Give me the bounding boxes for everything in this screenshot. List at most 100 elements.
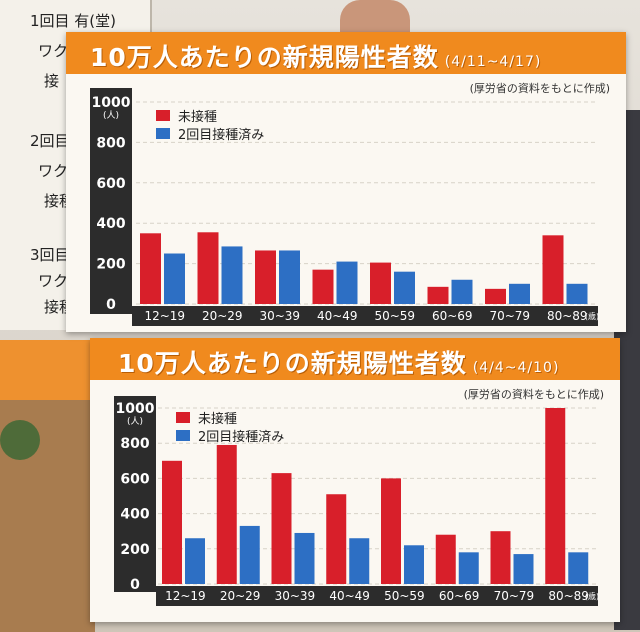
x-tick-label: 60~69 bbox=[432, 309, 473, 323]
x-tick-label: 40~49 bbox=[329, 589, 370, 603]
y-tick-label: 600 bbox=[96, 176, 125, 192]
panel-title-text: 10万人あたりの新規陽性者数 bbox=[90, 43, 439, 72]
y-tick-label: 0 bbox=[106, 297, 116, 313]
y-tick-label: 1000 bbox=[116, 401, 155, 417]
legend-label: 未接種 bbox=[198, 411, 238, 427]
bar-unvaccinated bbox=[271, 473, 292, 584]
y-tick-label: 1000 bbox=[92, 95, 131, 111]
panel-date-range: (4/4~4/10) bbox=[472, 360, 560, 376]
bar-unvaccinated bbox=[435, 534, 456, 584]
bar-vaccinated bbox=[404, 545, 424, 584]
bar-vaccinated bbox=[185, 538, 205, 584]
board-text: ワク bbox=[38, 272, 69, 290]
bar-vaccinated bbox=[279, 250, 300, 304]
panel-date-range: (4/11~4/17) bbox=[444, 54, 542, 70]
y-tick-label: 200 bbox=[120, 542, 149, 558]
y-tick-label: 800 bbox=[96, 135, 125, 151]
y-tick-label: 400 bbox=[120, 507, 149, 523]
x-tick-label: 50~59 bbox=[384, 589, 425, 603]
x-tick-label: 12~19 bbox=[165, 589, 206, 603]
bar-vaccinated bbox=[349, 538, 370, 584]
y-tick-label: 400 bbox=[96, 216, 125, 232]
bar-vaccinated bbox=[294, 532, 315, 584]
bar-vaccinated bbox=[509, 283, 530, 304]
bar-vaccinated bbox=[568, 552, 589, 584]
panel-source-note: (厚労省の資料をもとに作成) bbox=[469, 82, 610, 95]
y-axis-strip bbox=[90, 88, 132, 314]
y-axis-strip bbox=[114, 396, 156, 592]
board-text: 接 bbox=[44, 72, 60, 90]
legend-label: 2回目接種済み bbox=[198, 429, 285, 445]
y-tick-label: 200 bbox=[96, 257, 125, 273]
legend-swatch-red bbox=[156, 109, 170, 121]
panel-source-note: (厚労省の資料をもとに作成) bbox=[463, 388, 604, 401]
bar-unvaccinated bbox=[312, 269, 334, 304]
bar-unvaccinated bbox=[326, 494, 347, 584]
y-tick-label: 600 bbox=[120, 471, 149, 487]
bar-vaccinated bbox=[458, 552, 479, 584]
x-tick-label: 70~79 bbox=[489, 309, 530, 323]
y-tick-label: 800 bbox=[120, 436, 149, 452]
board-text: 1回目 有(堂) bbox=[30, 12, 117, 30]
bar-chart: 0 200 400 600 800 1000(人) 12~19 20~29 30~39 40~49… bbox=[116, 401, 600, 603]
x-tick-label: 60~69 bbox=[439, 589, 480, 603]
legend-swatch-red bbox=[176, 411, 190, 423]
chart-panel-week-0411: 10万人あたりの新規陽性者数 (4/11~4/17) (厚労省の資料をもとに作成)… bbox=[66, 32, 626, 332]
legend-item-vaccinated: 2回目接種済み bbox=[176, 426, 285, 445]
bar-vaccinated bbox=[394, 271, 415, 304]
x-tick-label: 70~79 bbox=[494, 589, 535, 603]
bar-unvaccinated bbox=[381, 478, 401, 584]
bar-unvaccinated bbox=[427, 286, 449, 304]
y-unit-label: (人) bbox=[103, 110, 119, 121]
legend-label: 未接種 bbox=[178, 109, 218, 125]
chart-legend: 未接種 2回目接種済み bbox=[176, 408, 285, 445]
panel-title: 10万人あたりの新規陽性者数 (4/4~4/10) bbox=[118, 344, 559, 380]
bar-unvaccinated bbox=[197, 232, 219, 304]
bar-unvaccinated bbox=[162, 460, 182, 584]
x-tick-label: 80~89 bbox=[547, 309, 588, 323]
panel-title: 10万人あたりの新規陽性者数 (4/11~4/17) bbox=[90, 38, 541, 74]
legend-label: 2回目接種済み bbox=[178, 127, 265, 143]
x-axis-strip bbox=[132, 306, 598, 326]
x-axis-strip bbox=[156, 586, 598, 606]
bar-unvaccinated bbox=[255, 250, 276, 304]
x-tick-label: 50~59 bbox=[374, 309, 415, 323]
bar-unvaccinated bbox=[216, 444, 237, 584]
x-tick-label: 20~29 bbox=[202, 309, 243, 323]
x-tick-label: 80~89 bbox=[548, 589, 589, 603]
panel-header: 10万人あたりの新規陽性者数 (4/4~4/10) bbox=[90, 338, 620, 380]
bar-vaccinated bbox=[451, 279, 473, 304]
x-unit-label: (歳) bbox=[585, 591, 599, 601]
board-text: ワク bbox=[38, 42, 69, 60]
y-unit-label: (人) bbox=[127, 416, 143, 427]
bar-vaccinated bbox=[513, 554, 534, 584]
bar-vaccinated bbox=[336, 261, 358, 304]
bar-vaccinated bbox=[164, 253, 185, 304]
bar-unvaccinated bbox=[140, 233, 161, 304]
panel-title-text: 10万人あたりの新規陽性者数 bbox=[118, 349, 467, 378]
presenter-hand bbox=[340, 0, 410, 34]
x-tick-label: 12~19 bbox=[144, 309, 185, 323]
board-text: 3回目 bbox=[30, 246, 70, 264]
x-tick-label: 30~39 bbox=[259, 309, 300, 323]
x-unit-label: (歳) bbox=[585, 311, 599, 321]
bar-unvaccinated bbox=[545, 408, 566, 584]
chart-panel-week-0404: 10万人あたりの新規陽性者数 (4/4~4/10) (厚労省の資料をもとに作成) … bbox=[90, 338, 620, 622]
x-tick-label: 20~29 bbox=[220, 589, 261, 603]
bar-unvaccinated bbox=[370, 262, 391, 304]
bar-vaccinated bbox=[566, 283, 588, 304]
legend-item-unvaccinated: 未接種 bbox=[176, 408, 284, 427]
x-tick-label: 40~49 bbox=[317, 309, 358, 323]
legend-swatch-blue bbox=[176, 429, 190, 441]
background-plant bbox=[0, 420, 40, 460]
bar-unvaccinated bbox=[542, 235, 564, 304]
legend-item-vaccinated: 2回目接種済み bbox=[156, 124, 265, 143]
bar-vaccinated bbox=[221, 246, 243, 304]
board-text: ワク bbox=[38, 162, 69, 180]
bar-unvaccinated bbox=[485, 288, 506, 304]
board-text: 2回目 bbox=[30, 132, 70, 150]
bar-vaccinated bbox=[239, 525, 260, 584]
y-tick-label: 0 bbox=[130, 577, 140, 593]
legend-item-unvaccinated: 未接種 bbox=[156, 106, 264, 125]
chart-legend: 未接種 2回目接種済み bbox=[156, 106, 265, 143]
